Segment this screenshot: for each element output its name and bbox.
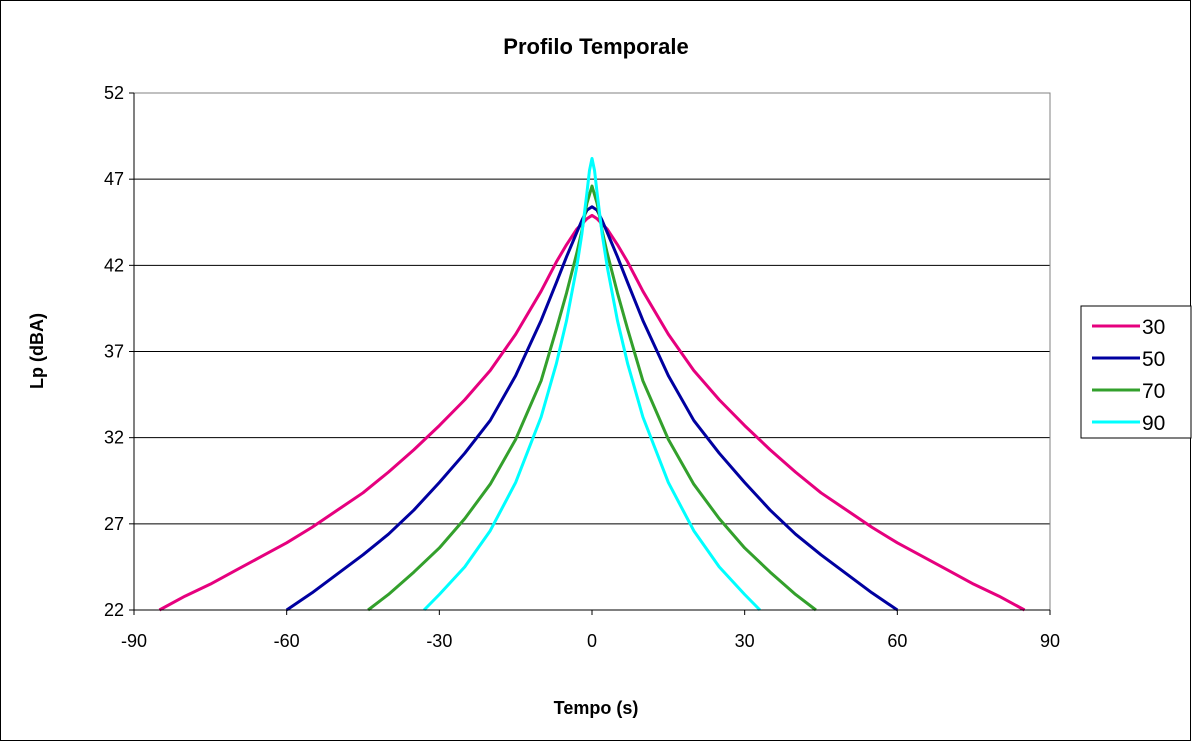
series-line-70 [367, 184, 817, 612]
x-tick-label-6: 90 [1040, 631, 1060, 651]
y-tick-label-2: 32 [104, 428, 124, 448]
series-line-90 [423, 156, 761, 612]
x-tick-label-2: -30 [426, 631, 452, 651]
y-tick-label-3: 37 [104, 342, 124, 362]
legend-label-70: 70 [1142, 380, 1165, 403]
x-tick-label-4: 30 [735, 631, 755, 651]
legend-label-50: 50 [1142, 348, 1165, 371]
y-tick-label-5: 47 [104, 169, 124, 189]
x-tick-label-5: 60 [887, 631, 907, 651]
x-axis-title: Tempo (s) [554, 698, 639, 718]
series-group [158, 156, 1026, 612]
legend-label-30: 30 [1142, 316, 1165, 339]
x-tick-label-3: 0 [587, 631, 597, 651]
x-tick-label-0: -90 [121, 631, 147, 651]
series-line-30 [158, 213, 1026, 612]
y-tick-label-4: 42 [104, 255, 124, 275]
x-tick-label-1: -60 [274, 631, 300, 651]
y-tick-label-6: 52 [104, 83, 124, 103]
tick-labels: 22 27 32 37 42 47 52 -90 -60 -30 0 30 60 90 [104, 83, 1060, 651]
legend-label-90: 90 [1142, 412, 1165, 435]
chart-title: Profilo Temporale [503, 34, 688, 59]
legend-box [1080, 305, 1192, 439]
legend-items: 30 50 70 90 [1092, 316, 1165, 435]
series-line-50 [285, 205, 899, 612]
axes-group [129, 92, 1051, 615]
y-tick-label-1: 27 [104, 514, 124, 534]
y-tick-label-0: 22 [104, 600, 124, 620]
y-axis-title: Lp (dBA) [27, 313, 47, 389]
legend: 30 50 70 90 [1080, 305, 1192, 439]
